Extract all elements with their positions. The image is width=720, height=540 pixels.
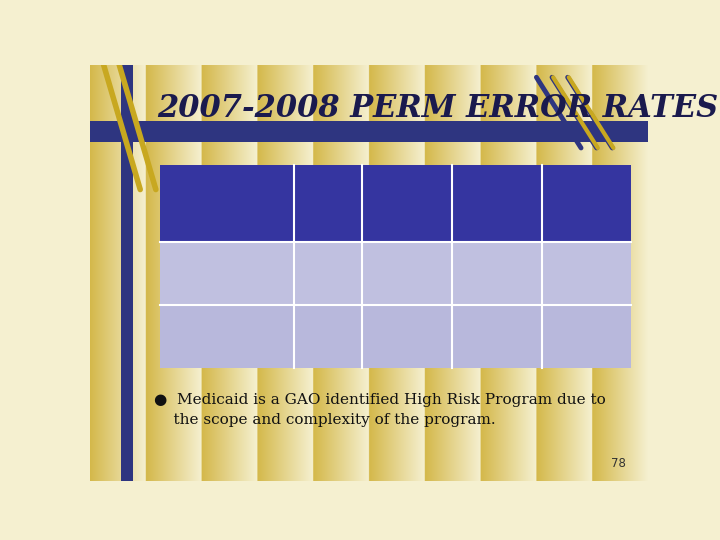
Text: the scope and complexity of the program.: the scope and complexity of the program.	[154, 413, 496, 427]
Text: 3.1%: 3.1%	[503, 267, 536, 280]
Text: 2.6%: 2.6%	[413, 330, 446, 343]
Text: Fiscal Year
Measurement: Fiscal Year Measurement	[166, 189, 262, 218]
Text: 0.1%: 0.1%	[503, 330, 536, 343]
Text: Medicaid 2008: Medicaid 2008	[166, 330, 274, 343]
Text: Managed
Care: Managed Care	[458, 189, 522, 218]
Bar	[90, 121, 648, 141]
Text: 6.7%: 6.7%	[592, 330, 626, 343]
Text: 10.5%: 10.5%	[315, 267, 357, 280]
Text: 78: 78	[611, 457, 626, 470]
Text: 8.7%: 8.7%	[323, 330, 357, 343]
Bar	[121, 65, 133, 481]
Text: 2007-2008 PERM ERROR RATES: 2007-2008 PERM ERROR RATES	[157, 93, 718, 124]
Text: Eligibility: Eligibility	[547, 197, 612, 210]
Text: 8.9%: 8.9%	[413, 267, 446, 280]
Text: 2.9%: 2.9%	[592, 267, 626, 280]
Text: Fee For
Service: Fee For Service	[368, 189, 420, 218]
Text: ●  Medicaid is a GAO identified High Risk Program due to: ● Medicaid is a GAO identified High Risk…	[154, 393, 606, 407]
Bar	[160, 242, 631, 305]
Text: Medicaid 2007: Medicaid 2007	[166, 267, 274, 280]
Text: Overall: Overall	[300, 197, 350, 210]
Bar	[160, 305, 631, 368]
Bar	[160, 165, 631, 242]
